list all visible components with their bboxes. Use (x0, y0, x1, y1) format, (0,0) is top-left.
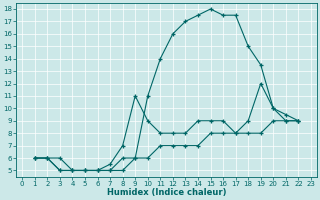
X-axis label: Humidex (Indice chaleur): Humidex (Indice chaleur) (107, 188, 226, 197)
